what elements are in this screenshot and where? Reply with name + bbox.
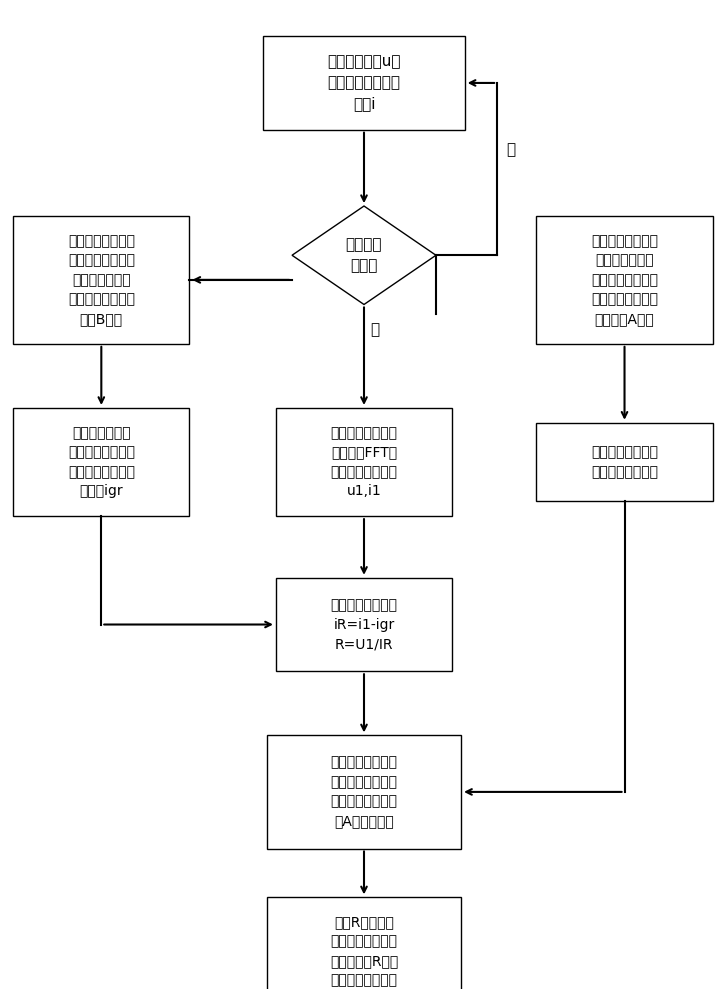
Polygon shape bbox=[292, 206, 436, 304]
Bar bbox=[276, 408, 452, 516]
Bar bbox=[13, 216, 189, 344]
Text: 计算不同电压等级
避雷器由于相间干
扰产生的阻性电
流，并建立相应数
据库B保存: 计算不同电压等级 避雷器由于相间干 扰产生的阻性电 流，并建立相应数 据库B保存 bbox=[68, 234, 135, 326]
Text: 测量避雷器初始情
况在不同电压等
级、温度和湿度条
件下阻值，建立相
应数据库A保存: 测量避雷器初始情 况在不同电压等 级、温度和湿度条 件下阻值，建立相 应数据库A… bbox=[591, 234, 658, 326]
Bar bbox=[537, 216, 713, 344]
Text: 是否存在
过电压: 是否存在 过电压 bbox=[346, 237, 382, 273]
Bar bbox=[267, 735, 461, 849]
Text: 计算阻性基波电流
iR=i1-igr
R=U1/IR: 计算阻性基波电流 iR=i1-igr R=U1/IR bbox=[331, 598, 397, 651]
Text: 将检测的电压电流
数据进行FFT变
换，求出基波分量
u1,i1: 将检测的电压电流 数据进行FFT变 换，求出基波分量 u1,i1 bbox=[331, 426, 397, 498]
Bar bbox=[267, 897, 461, 1000]
Text: 检测当前避雷器工
作环境温度、湿度: 检测当前避雷器工 作环境温度、湿度 bbox=[591, 445, 658, 479]
Text: 是: 是 bbox=[506, 142, 515, 157]
Bar bbox=[276, 578, 452, 671]
Text: 根据当前温度、湿
度、电压等级计算
求得的阻值与数据
库A中数值比较: 根据当前温度、湿 度、电压等级计算 求得的阻值与数据 库A中数值比较 bbox=[331, 756, 397, 828]
Bar bbox=[537, 423, 713, 501]
Text: 检测线路电压u及
通过避雷器泄露全
电流i: 检测线路电压u及 通过避雷器泄露全 电流i bbox=[328, 54, 400, 111]
Bar bbox=[264, 36, 464, 130]
Bar bbox=[13, 408, 189, 516]
Text: 否: 否 bbox=[370, 322, 379, 337]
Text: 根据R的变化情
况，判断避雷器老
化情况，若R变化
超过阈值，则更换: 根据R的变化情 况，判断避雷器老 化情况，若R变化 超过阈值，则更换 bbox=[330, 915, 398, 988]
Text: 根据当前导线参
数，求得当前线路
相间干扰产生的阻
性电流igr: 根据当前导线参 数，求得当前线路 相间干扰产生的阻 性电流igr bbox=[68, 426, 135, 498]
